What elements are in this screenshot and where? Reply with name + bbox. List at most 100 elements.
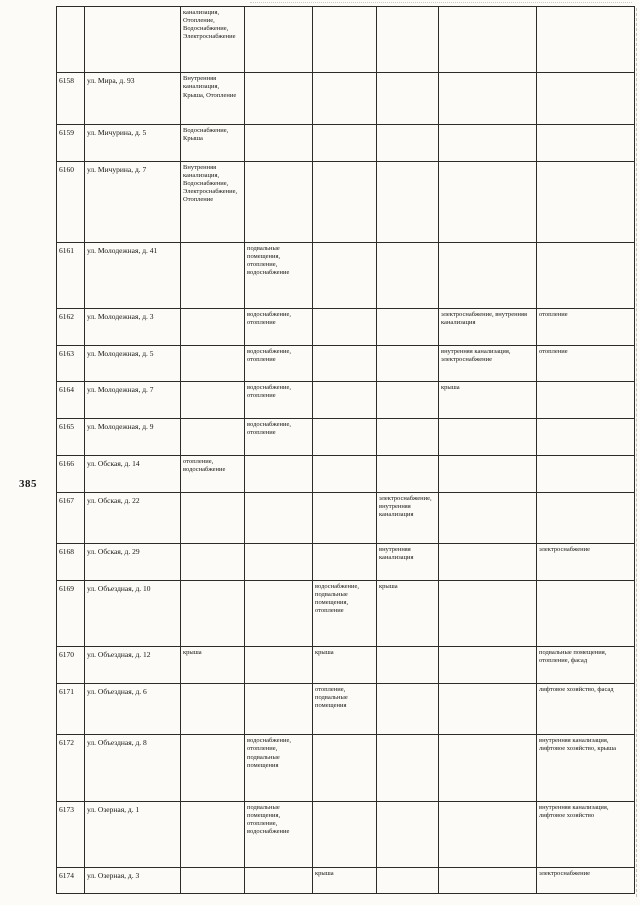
page-number: 385 [19,478,37,490]
work-type-cell [536,5,635,74]
row-number-cell: 6164 [56,381,85,419]
address-cell: ул. Молодежная, д. 5 [84,344,181,383]
address-cell: ул. Объездная, д. 12 [84,646,181,684]
work-type-cell [376,307,439,346]
table-row: 6164 ул. Молодежная, д. 7 водоснабжение, о… [56,381,635,419]
work-type-cell [180,866,245,895]
row-number-cell: 6174 [56,866,85,895]
work-type-cell [376,454,439,493]
table-row: 6174 ул. Озерная, д. 3 крыша электроснабжен… [56,866,635,895]
work-type-cell: отопление [536,344,635,383]
work-type-cell [180,344,245,383]
work-type-cell [536,241,635,309]
table-row: 6166 ул. Обская, д. 14 отопление, водоснаб… [56,454,635,493]
work-type-cell [438,160,537,243]
work-type-cell: отопление, подвальные помещения [312,682,377,736]
work-type-cell [180,241,245,309]
work-type-cell [536,160,635,243]
work-type-cell [438,866,537,895]
table-row: 6172 ул. Объездная, д. 8 водоснабжение, от… [56,734,635,802]
address-cell: ул. Молодежная, д. 7 [84,381,181,419]
work-type-cell [438,72,537,125]
work-type-cell: Внутренняя канализация, Крыша, Отопление [180,72,245,125]
row-number-cell: 6161 [56,241,85,309]
row-number-cell: 6173 [56,800,85,868]
work-type-cell: канализация, Отопление, Водоснабжение, Э… [180,5,245,74]
address-cell: ул. Молодежная, д. 9 [84,418,181,456]
work-type-cell [438,579,537,648]
work-type-cell [244,543,313,581]
work-type-cell [536,72,635,125]
table-row: 6160 ул. Мичурина, д. 7 Внутренняя канализ… [56,160,635,243]
table-row: 6167 ул. Обская, д. 22 электроснабжение, в… [56,491,635,544]
work-type-cell: отопление, водоснабжение [180,454,245,493]
work-type-cell [180,491,245,544]
work-type-cell: подвальные помещения, отопление, фасад [536,646,635,684]
table-row: 6165 ул. Молодежная, д. 9 водоснабжение, о… [56,418,635,456]
scan-artifact-right-edge [636,8,637,897]
repair-program-table: канализация, Отопление, Водоснабжение, Э… [56,5,635,895]
row-number-cell: 6171 [56,682,85,736]
work-type-cell [244,5,313,74]
work-type-cell [180,579,245,648]
work-type-cell [312,734,377,802]
work-type-cell [376,866,439,895]
work-type-cell [438,418,537,456]
work-type-cell: Внутренняя канализация, Водоснабжение, Э… [180,160,245,243]
row-number-cell: 6168 [56,543,85,581]
work-type-cell [438,454,537,493]
work-type-cell [312,491,377,544]
work-type-cell [180,418,245,456]
work-type-cell [312,381,377,419]
work-type-cell [312,160,377,243]
work-type-cell [438,241,537,309]
work-type-cell: электроснабжение [536,866,635,895]
row-number-cell: 6166 [56,454,85,493]
table-row: 6163 ул. Молодежная, д. 5 водоснабжение, о… [56,344,635,383]
row-number-cell: 6165 [56,418,85,456]
work-type-cell [312,307,377,346]
work-type-cell: водоснабжение, подвальные помещения, ото… [312,579,377,648]
row-number-cell: 6169 [56,579,85,648]
work-type-cell: электроснабжение, внутренняя канализация [438,307,537,346]
work-type-cell [312,800,377,868]
table-row: 6169 ул. Объездная, д. 10 водоснабжение, п… [56,579,635,648]
row-number-cell: 6160 [56,160,85,243]
work-type-cell [180,800,245,868]
work-type-cell: водоснабжение, отопление [244,344,313,383]
work-type-cell: крыша [180,646,245,684]
work-type-cell [312,418,377,456]
work-type-cell [244,72,313,125]
table-row: 6159 ул. Мичурина, д. 5 Водоснабжение, Кры… [56,123,635,162]
work-type-cell [536,454,635,493]
table-row: 6173 ул. Озерная, д. 1 подвальные помещени… [56,800,635,868]
work-type-cell [438,646,537,684]
work-type-cell [244,491,313,544]
work-type-cell: подвальные помещения, отопление, водосна… [244,241,313,309]
work-type-cell [180,543,245,581]
table-row: 6170 ул. Объездная, д. 12 крыша крыша подвал… [56,646,635,684]
work-type-cell [376,160,439,243]
work-type-cell: внутренняя канализация, лифтовое хозяйст… [536,800,635,868]
address-cell: ул. Мичурина, д. 7 [84,160,181,243]
repair-table-body: канализация, Отопление, Водоснабжение, Э… [56,5,635,895]
work-type-cell: лифтовое хозяйство, фасад [536,682,635,736]
row-number-cell: 6162 [56,307,85,346]
address-cell [84,5,181,74]
work-type-cell [536,418,635,456]
work-type-cell [312,454,377,493]
work-type-cell [376,5,439,74]
work-type-cell [180,307,245,346]
work-type-cell [376,682,439,736]
work-type-cell: подвальные помещения, отопление, водосна… [244,800,313,868]
row-number-cell: 6170 [56,646,85,684]
table-row: 6161 ул. Молодежная, д. 41 подвальные поме… [56,241,635,309]
work-type-cell [376,381,439,419]
work-type-cell [438,5,537,74]
work-type-cell [536,123,635,162]
work-type-cell [376,646,439,684]
address-cell: ул. Объездная, д. 8 [84,734,181,802]
scan-artifact-top-edge [250,2,632,3]
work-type-cell: внутренняя канализация [376,543,439,581]
work-type-cell [438,734,537,802]
